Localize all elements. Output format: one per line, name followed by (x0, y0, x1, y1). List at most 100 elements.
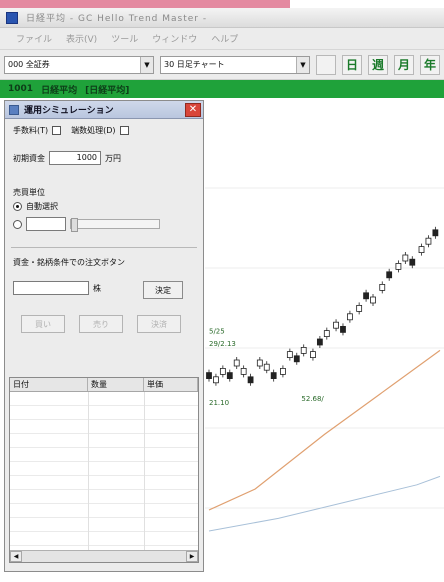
lot-heading-label: 売買単位 (13, 188, 45, 197)
candle-body (213, 376, 219, 384)
period-year-button[interactable]: 年 (420, 54, 440, 75)
table-body[interactable] (10, 392, 198, 550)
symbol-bracket-name: [日経平均] (85, 85, 130, 96)
app-icon (6, 11, 18, 24)
capital-row: 初期資金 1000 万円 (13, 151, 121, 165)
symbol-code: 1001 (8, 84, 34, 94)
close-position-button[interactable]: 決済 (137, 315, 181, 333)
candle-body (409, 258, 416, 266)
sell-button[interactable]: 売り (79, 315, 123, 333)
chart-svg: 5/25 29/2.13 21.10 52.68/ (205, 187, 444, 532)
symbol-select[interactable]: 000 全証券 ▼ (4, 55, 154, 74)
candle-body (263, 363, 270, 371)
header-accent-bar (0, 0, 290, 8)
scroll-right-icon[interactable]: ▶ (186, 551, 198, 562)
menu-item-help[interactable]: ヘルプ (211, 35, 239, 45)
lot-slider[interactable] (70, 218, 160, 232)
col-date[interactable]: 日付 (10, 378, 88, 391)
table-header: 日付 数量 単価 (10, 378, 198, 392)
candle-body (370, 296, 376, 304)
option-rounding-label: 端数処理(D) (71, 126, 116, 135)
chart-type-select[interactable]: 30 日足チャート ▼ (160, 55, 310, 74)
close-icon[interactable]: ✕ (185, 103, 201, 117)
trade-table: 日付 数量 単価 ◀ ▶ (9, 377, 199, 563)
table-col-divider (88, 392, 89, 550)
capital-input[interactable]: 1000 (49, 151, 101, 165)
candle-body (363, 292, 369, 300)
candle-body (340, 325, 346, 333)
menu-item-tools[interactable]: ツール (111, 35, 139, 45)
candle-body (280, 367, 286, 375)
price-chart[interactable]: 5/25 29/2.13 21.10 52.68/ (205, 98, 444, 582)
candle-body (256, 359, 263, 367)
chart-annotation: 21.10 (209, 399, 229, 407)
candle-body (402, 254, 409, 262)
chevron-down-icon[interactable]: ▼ (140, 56, 153, 73)
moving-average-line (208, 349, 441, 511)
table-hscrollbar[interactable]: ◀ ▶ (10, 550, 198, 562)
chart-annotation: 52.68/ (301, 395, 324, 403)
candle-body (300, 346, 307, 354)
candle-body (395, 262, 402, 270)
shares-row: 株 (13, 281, 101, 295)
chart-type-select-value: 30 日足チャート (164, 60, 225, 69)
candle-body (333, 321, 339, 329)
candle-body (425, 237, 432, 245)
candle-body (233, 359, 240, 367)
lot-heading: 売買単位 (13, 187, 45, 198)
period-day-button[interactable]: 日 (342, 54, 362, 75)
capital-label: 初期資金 (13, 153, 45, 163)
window-title: 日経平均 - GC Hello Trend Master - (26, 14, 208, 24)
window-titlebar: 日経平均 - GC Hello Trend Master - (0, 8, 444, 28)
simulation-panel: 運用シミュレーション ✕ 手数料(T) 端数処理(D) 初期資金 1000 万円… (4, 100, 204, 572)
chart-annotation: 29/2.13 (209, 340, 236, 348)
chart-annotation: 5/25 (209, 328, 225, 336)
period-week-button[interactable]: 週 (368, 54, 388, 75)
candle-body (226, 372, 233, 380)
option-rounding-checkbox[interactable] (119, 126, 129, 135)
options-row: 手数料(T) 端数処理(D) (13, 125, 129, 136)
col-price[interactable]: 単価 (144, 378, 198, 391)
symbol-select-value: 000 全証券 (8, 60, 50, 69)
lot-manual-radio[interactable] (13, 219, 22, 229)
scroll-left-icon[interactable]: ◀ (10, 551, 22, 562)
menu-item-file[interactable]: ファイル (16, 35, 53, 45)
candle-body (432, 229, 439, 237)
menu-item-view[interactable]: 表示(V) (66, 35, 98, 45)
period-month-button[interactable]: 月 (394, 54, 414, 75)
candle-body (379, 283, 386, 291)
candle-body (323, 330, 330, 338)
panel-titlebar[interactable]: 運用シミュレーション ✕ (5, 101, 203, 119)
candle-body (316, 338, 323, 346)
symbol-name: 日経平均 (41, 85, 78, 96)
symbol-status-bar: 1001 日経平均 [日経平均] (0, 80, 444, 98)
candle-body (386, 271, 393, 279)
chart-grid (205, 187, 444, 509)
candle-body (356, 304, 363, 312)
chart-candles (206, 226, 439, 386)
candle-body (286, 351, 293, 359)
chart-lines (208, 349, 441, 532)
candle-body (206, 372, 212, 380)
buy-button[interactable]: 買い (21, 315, 65, 333)
panel-app-icon (9, 104, 19, 115)
lot-manual-input[interactable] (26, 217, 66, 231)
toolbar-blank-button[interactable] (316, 54, 336, 75)
option-fee-checkbox[interactable] (52, 126, 62, 135)
col-quantity[interactable]: 数量 (88, 378, 144, 391)
menu-item-window[interactable]: ウィンドウ (152, 35, 198, 45)
lower-band-line (208, 475, 441, 532)
candle-body (347, 313, 353, 321)
lot-auto-radio[interactable] (13, 202, 22, 211)
option-fee-label: 手数料(T) (13, 126, 49, 135)
lot-auto-label: 自動選択 (26, 202, 58, 211)
shares-unit: 株 (93, 283, 101, 293)
chevron-down-icon[interactable]: ▼ (296, 56, 309, 73)
decide-button[interactable]: 決定 (143, 281, 183, 299)
divider (11, 247, 197, 248)
candle-body (247, 376, 254, 384)
table-col-divider (144, 392, 145, 550)
shares-input[interactable] (13, 281, 89, 295)
candle-body (310, 351, 316, 359)
toolbar: 000 全証券 ▼ 30 日足チャート ▼ 日 週 月 年 (0, 50, 444, 80)
